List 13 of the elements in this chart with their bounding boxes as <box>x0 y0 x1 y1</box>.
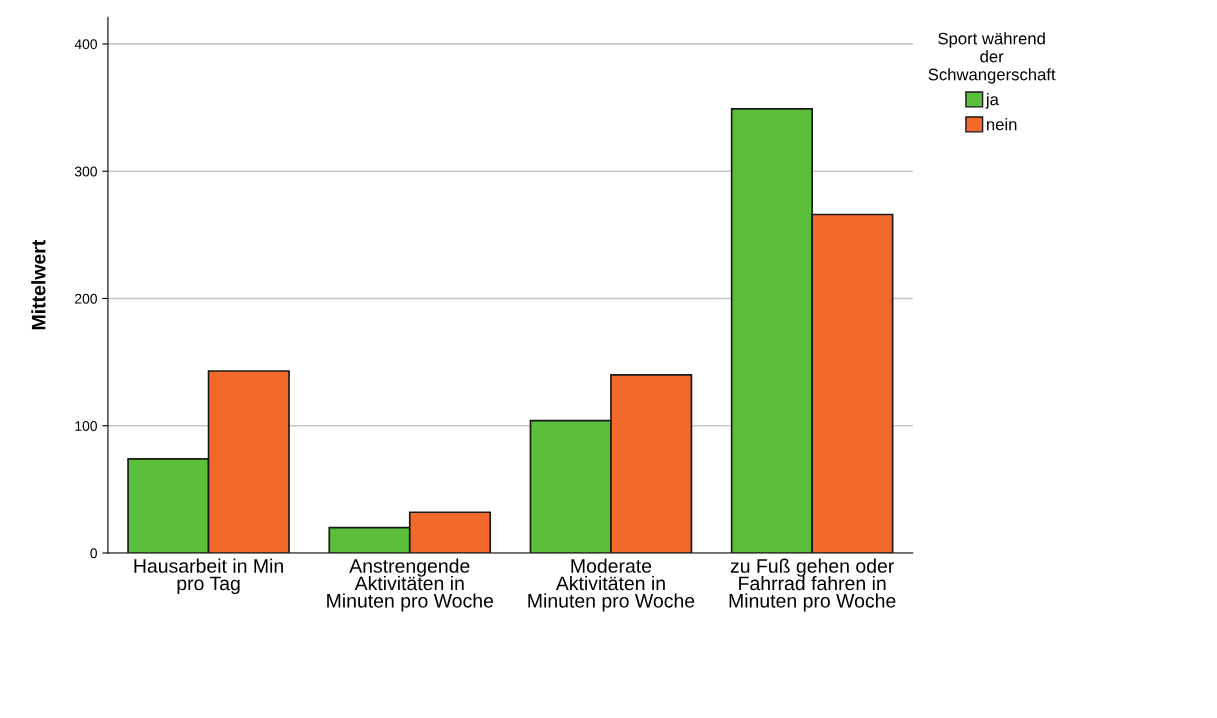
legend-title: Sport während der Schwangerschaft <box>928 32 1056 84</box>
legend-label: nein <box>987 118 1017 131</box>
y-tick-label: 0 <box>90 548 97 559</box>
x-tick-label: zu Fuß gehen oder Fahrrad fahren in Minuten pro Woche <box>729 558 896 612</box>
x-tick-label: Hausarbeit in Min pro Tag <box>134 558 283 595</box>
y-tick-label: 300 <box>74 166 97 177</box>
y-tick-label: 100 <box>75 421 97 431</box>
y-tick-label: 400 <box>74 39 97 50</box>
legend-label: ja <box>985 93 999 109</box>
x-tick-label: Moderate Aktivitäten in Minuten pro Woche <box>528 558 695 612</box>
x-tick-label: Anstrengende Aktivitäten in Minuten pro Woche <box>327 558 494 612</box>
y-axis-title: Mittelwert <box>31 239 46 330</box>
y-tick-label: 200 <box>75 293 97 304</box>
